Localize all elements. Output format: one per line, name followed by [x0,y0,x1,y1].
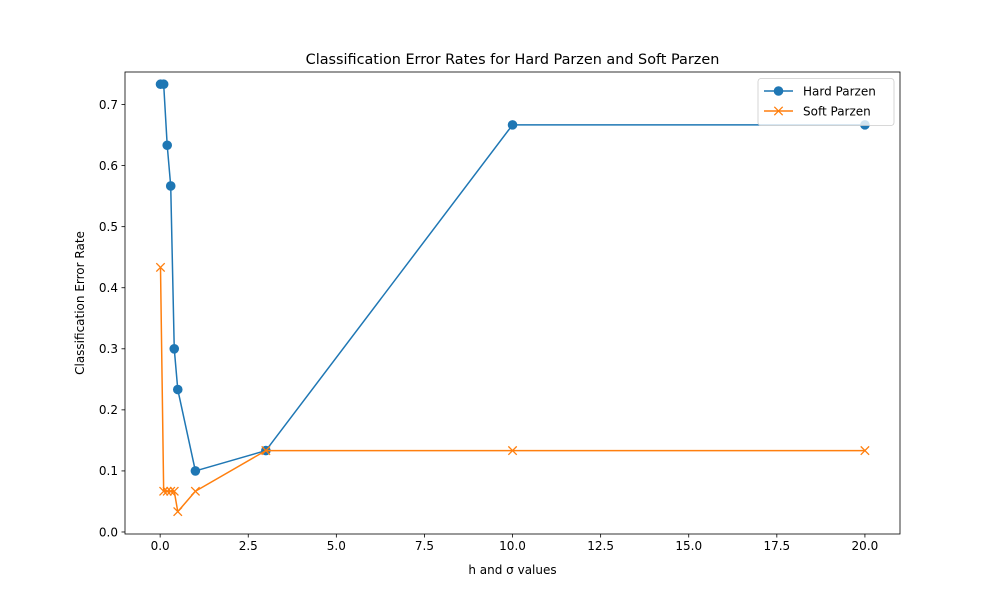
hard-parzen-point [190,466,201,476]
y-tick-label: 0.6 [99,159,118,173]
y-tick-label: 0.4 [99,281,118,295]
y-tick-label: 0.5 [99,220,118,234]
soft-parzen-point [162,486,172,496]
y-tick-label: 0.2 [99,403,118,417]
soft-parzen-point [190,486,201,496]
y-axis: 0.0 0.1 0.2 0.3 0.4 0.5 0.6 0.7 [99,98,125,539]
legend: Hard Parzen Soft Parzen [757,78,895,126]
hard-parzen-point [165,181,176,191]
x-tick-label: 2.5 [239,539,258,553]
soft-parzen-point [169,486,179,496]
y-tick-label: 0.7 [99,98,118,112]
x-tick-label: 10.0 [499,539,526,553]
y-tick-label: 0.3 [99,342,118,356]
series-soft-parzen [155,262,870,517]
hard-parzen-point [169,343,180,354]
hard-parzen-point [507,120,518,130]
chart-title: Classification Error Rates for Hard Parz… [306,52,720,68]
legend-marker [773,86,784,96]
x-axis-label: h and σ values [468,563,556,577]
soft-parzen-point [860,445,870,456]
legend-item-hard-parzen: Hard Parzen [764,84,876,98]
legend-label: Hard Parzen [803,84,876,98]
legend-marker [773,106,784,116]
series-hard-parzen [155,79,870,476]
soft-parzen-point [159,486,169,496]
y-axis-label: Classification Error Rate [73,231,87,375]
soft-parzen-line [159,267,865,513]
x-tick-label: 0.0 [151,539,170,553]
x-tick-label: 5.0 [327,539,346,553]
hard-parzen-point [158,79,169,90]
hard-parzen-point [162,140,172,151]
hard-parzen-point [172,384,183,395]
legend-item-soft-parzen: Soft Parzen [764,104,871,118]
y-tick-label: 0.1 [99,464,118,478]
x-axis: 0.0 2.5 5.0 7.5 10.0 12.5 15.0 17.5 20.0 [151,534,879,553]
series-layer [155,79,870,517]
hard-parzen-line [160,83,865,472]
x-tick-label: 12.5 [587,539,614,553]
y-tick-label: 0.0 [99,525,118,539]
legend-label: Soft Parzen [803,104,871,118]
soft-parzen-point [261,445,271,456]
soft-parzen-point [166,486,176,496]
x-tick-label: 15.0 [675,539,702,553]
soft-parzen-point [155,262,166,273]
soft-parzen-point [507,445,518,456]
soft-parzen-point [173,506,183,517]
x-tick-label: 7.5 [415,539,434,553]
x-tick-label: 20.0 [852,539,879,553]
x-tick-label: 17.5 [763,539,790,553]
